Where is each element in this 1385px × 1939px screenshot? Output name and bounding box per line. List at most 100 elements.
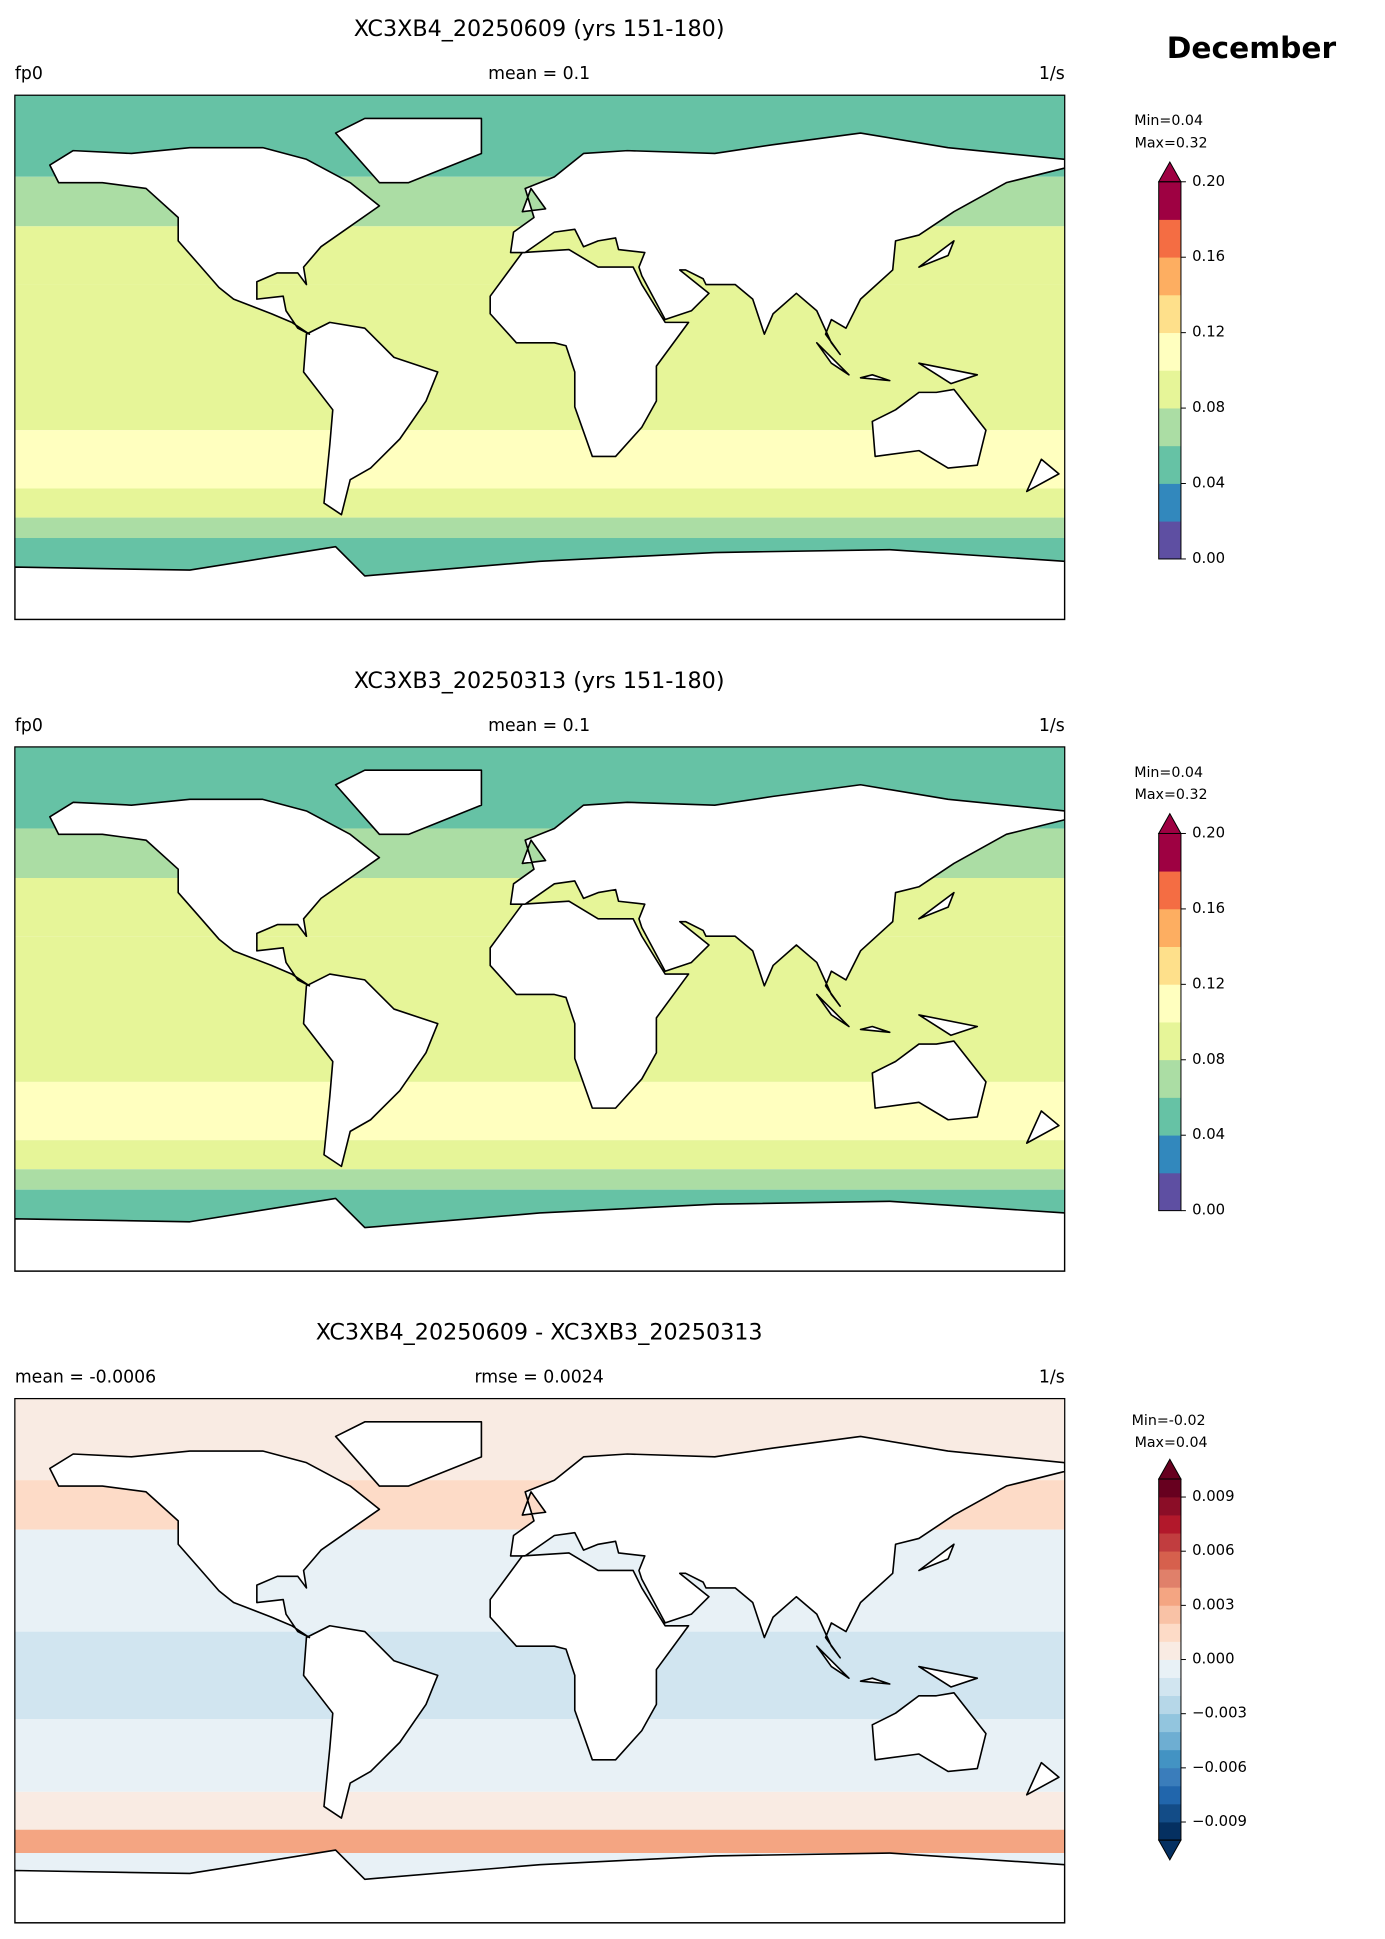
colorbar-segment (1158, 408, 1181, 447)
max-label: Max=0.04 (1135, 1435, 1208, 1451)
map-frame (14, 746, 1066, 1272)
colorbar-tick-label: 0.009 (1192, 1488, 1234, 1505)
colorbar-tick-label: 0.04 (1192, 1126, 1225, 1143)
colorbar-frame (1158, 181, 1182, 560)
map (14, 746, 1065, 1272)
colorbar-segment (1158, 946, 1181, 985)
panel-title: XC3XB3_20250313 (yrs 151-180) (354, 668, 725, 694)
colorbar-segment (1158, 1822, 1181, 1841)
min-label: Min=0.04 (1134, 765, 1203, 781)
colorbar-extend-max (1157, 812, 1182, 834)
colorbar-segment (1158, 1713, 1181, 1733)
max-label: Max=0.32 (1135, 135, 1208, 151)
colorbar-segment (1158, 332, 1181, 371)
colorbar-segment (1158, 219, 1181, 258)
colorbar-segment (1158, 1533, 1181, 1552)
colorbar-segment (1158, 1731, 1181, 1751)
ocean-field (14, 1169, 1065, 1190)
panel-title: XC3XB4_20250609 - XC3XB3_20250313 (316, 1320, 763, 1346)
center-label: mean = 0.1 (488, 64, 590, 84)
colorbar-segment (1158, 445, 1181, 484)
colorbar-segment (1158, 1767, 1181, 1787)
colorbar-segment (1158, 370, 1181, 409)
colorbar-tick-label: 0.006 (1192, 1542, 1234, 1559)
colorbar-segment (1158, 833, 1181, 872)
month-title: December (1167, 30, 1337, 65)
colorbar-tick-label: 0.04 (1192, 475, 1225, 492)
colorbar-segment (1158, 984, 1181, 1023)
colorbar-tick-label: −0.009 (1192, 1813, 1247, 1830)
panel: XC3XB4_20250609 (yrs 151-180) fp0 mean = 0… (14, 16, 1225, 621)
colorbar-segment (1158, 1749, 1181, 1769)
colorbar-tick-label: 0.08 (1192, 1051, 1225, 1068)
map (14, 95, 1065, 620)
colorbar-tick-label: 0.00 (1192, 550, 1225, 567)
ocean-field (14, 1829, 1065, 1854)
colorbar-frame (1158, 832, 1182, 1212)
ocean-field (14, 1140, 1065, 1170)
colorbar-tick-label: 0.20 (1192, 824, 1225, 841)
colorbar-extend-max (1157, 1458, 1182, 1480)
colorbar-tick-label: −0.006 (1192, 1759, 1247, 1776)
colorbar-extend-max (1157, 160, 1182, 183)
ocean-field (14, 517, 1065, 538)
colorbar-segment (1158, 1497, 1181, 1516)
colorbar-tick-label: 0.00 (1192, 1202, 1225, 1219)
colorbar-segment (1158, 1623, 1181, 1642)
panel: XC3XB3_20250313 (yrs 151-180) fp0 mean = 0… (14, 668, 1225, 1272)
colorbar-segment (1158, 1059, 1181, 1098)
min-label: Min=0.04 (1134, 113, 1203, 129)
colorbar-tick-label: 0.003 (1192, 1596, 1234, 1613)
colorbar-segment (1158, 871, 1181, 910)
ocean-field (14, 488, 1065, 518)
colorbar-segment (1158, 1172, 1181, 1212)
right-label: 1/s (1039, 1368, 1065, 1388)
colorbar-tick-label: 0.16 (1192, 900, 1225, 917)
right-label: 1/s (1039, 716, 1065, 736)
colorbar-segment (1158, 1587, 1181, 1606)
colorbar-segment (1158, 908, 1181, 947)
colorbar-tick-label: 0.000 (1192, 1651, 1234, 1668)
max-label: Max=0.32 (1135, 787, 1208, 803)
colorbar-extend-min (1157, 1839, 1182, 1861)
left-label: mean = -0.0006 (15, 1368, 156, 1388)
colorbar-segment (1158, 1022, 1181, 1061)
colorbar-segment (1158, 257, 1181, 296)
colorbar-segment (1158, 1803, 1181, 1823)
colorbar-segment (1158, 181, 1181, 220)
colorbar-segment (1158, 1478, 1181, 1498)
left-label: fp0 (15, 64, 43, 84)
colorbar-segment (1158, 294, 1181, 334)
colorbar-segment (1158, 1097, 1181, 1136)
colorbar-tick-label: 0.16 (1192, 248, 1225, 265)
map-frame (14, 94, 1066, 621)
ocean-field (14, 1791, 1065, 1830)
colorbar-segment (1158, 1551, 1181, 1570)
colorbar-tick-label: 0.08 (1192, 399, 1225, 416)
min-label: Min=-0.02 (1132, 1413, 1206, 1429)
colorbar-segment (1158, 1135, 1181, 1174)
colorbar-segment (1158, 1515, 1181, 1534)
colorbar-segment (1158, 1677, 1181, 1697)
colorbar-tick-label: 0.12 (1192, 324, 1225, 341)
colorbar-tick-label: −0.003 (1192, 1705, 1247, 1722)
center-label: rmse = 0.0024 (474, 1368, 603, 1388)
map (14, 1398, 1065, 1923)
center-label: mean = 0.1 (488, 716, 590, 736)
right-label: 1/s (1039, 64, 1065, 84)
colorbar-segment (1158, 1569, 1181, 1588)
map-frame (14, 1397, 1066, 1924)
left-label: fp0 (15, 716, 43, 736)
colorbar-segment (1158, 521, 1181, 560)
colorbar-segment (1158, 1641, 1181, 1660)
colorbar-tick-label: 0.12 (1192, 975, 1225, 992)
colorbar-segment (1158, 1659, 1181, 1678)
colorbar-segment (1158, 483, 1181, 522)
colorbar-segment (1158, 1785, 1181, 1805)
colorbar-segment (1158, 1695, 1181, 1715)
colorbar-tick-label: 0.20 (1192, 173, 1225, 190)
colorbar-segment (1158, 1605, 1181, 1624)
